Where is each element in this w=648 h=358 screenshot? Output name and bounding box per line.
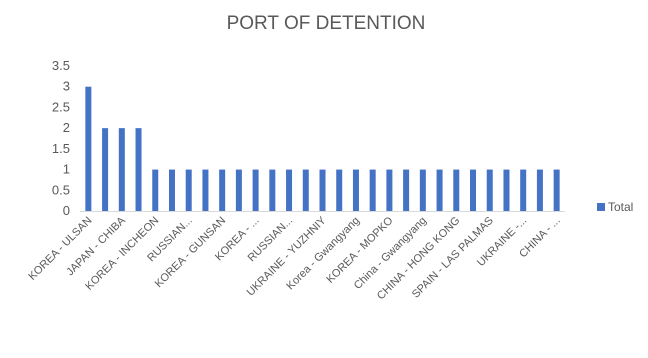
legend-swatch [597,203,605,211]
bar [369,169,376,211]
y-tick-label: 1 [63,162,70,177]
bar [536,169,543,211]
bar [436,169,443,211]
bar [219,169,226,211]
bar [102,128,109,211]
bar [269,169,276,211]
bar [202,169,209,211]
bar [520,169,527,211]
bar [403,169,410,211]
bar [386,169,393,211]
bar [118,128,125,211]
chart-title: PORT OF DETENTION [227,13,426,34]
y-tick-label: 3 [63,79,70,94]
y-tick-label: 2.5 [52,99,70,114]
bar [85,86,92,211]
bars [85,86,560,211]
bar [453,169,460,211]
bar [252,169,259,211]
bar [319,169,326,211]
y-tick-label: 2 [63,120,70,135]
y-tick-label: 1.5 [52,141,70,156]
bar [152,169,159,211]
y-axis: 0 0.5 1 1.5 2 2.5 3 3.5 [52,58,70,218]
bar [503,169,510,211]
y-tick-label: 0 [63,203,70,218]
y-tick-label: 0.5 [52,182,70,197]
bar [235,169,242,211]
bar [336,169,343,211]
legend: Total [597,200,633,214]
y-tick-label: 3.5 [52,58,70,73]
bar [470,169,477,211]
bar [486,169,493,211]
bar [185,169,192,211]
bar [168,169,175,211]
bar [352,169,359,211]
bar [135,128,142,211]
bar [286,169,293,211]
bar [553,169,560,211]
bar [419,169,426,211]
legend-label: Total [608,200,633,214]
bar [302,169,309,211]
x-tick-label: JAPAN - CHIBA [64,214,128,278]
